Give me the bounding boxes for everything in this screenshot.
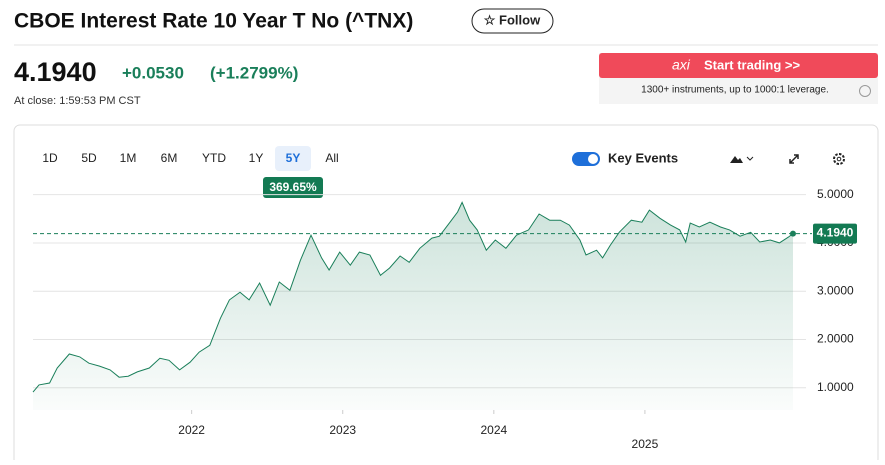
range-active-bg[interactable] [275,146,311,171]
ad-info-icon[interactable] [859,85,871,97]
settings-icon[interactable] [833,153,845,165]
follow-button[interactable] [471,8,554,34]
quote-title: CBOE Interest Rate 10 Year T No (^TNX) [14,10,413,33]
price-line [32,201,794,393]
toggle-knob [588,154,598,164]
fullscreen-icon[interactable] [789,154,799,164]
price: 4.1940 [14,57,97,87]
area [33,202,793,410]
range-button[interactable]: 1D [42,151,58,165]
range-button[interactable]: YTD [202,151,226,165]
key-events-label[interactable]: Key Events [608,150,678,165]
range-button[interactable]: 5Y [286,151,301,165]
follow-label[interactable]: ☆ Follow [484,12,541,27]
range-button[interactable]: 1Y [249,151,264,165]
settings-icon-center [836,156,842,162]
range-change: 369.65% [269,180,317,194]
last-price-label: 4.1940 [817,226,854,240]
y-tick-label: 1.0000 [817,380,854,394]
range-button[interactable]: 6M [161,151,178,165]
change-pct: (+1.2799%) [210,63,298,82]
range-change-badge [263,177,323,198]
range-button[interactable]: All [325,151,338,165]
y-tick-label: 5.0000 [817,187,854,201]
chart-type-caret[interactable] [746,156,754,161]
chart-type-icon[interactable] [730,156,743,163]
close-time: At close: 1:59:53 PM CST [14,95,141,107]
last-price-badge [813,223,857,244]
y-tick-label: 3.0000 [817,283,854,297]
range-button[interactable]: 5D [81,151,97,165]
change: +0.0530 [122,63,184,82]
range-button[interactable]: 1M [120,151,137,165]
x-tick-label: 2022 [178,423,205,437]
ad-cta[interactable]: Start trading >> [704,57,800,72]
last-point [789,230,796,237]
x-tick-label: 2023 [329,423,356,437]
x-tick-label: 2025 [632,437,659,451]
ad-banner[interactable] [599,53,878,78]
ad-brand[interactable]: axi [672,57,691,73]
y-tick-label: 2.0000 [817,332,854,346]
ad-text: 1300+ instruments, up to 1000:1 leverage… [641,85,829,96]
x-tick-label: 2024 [480,423,507,437]
